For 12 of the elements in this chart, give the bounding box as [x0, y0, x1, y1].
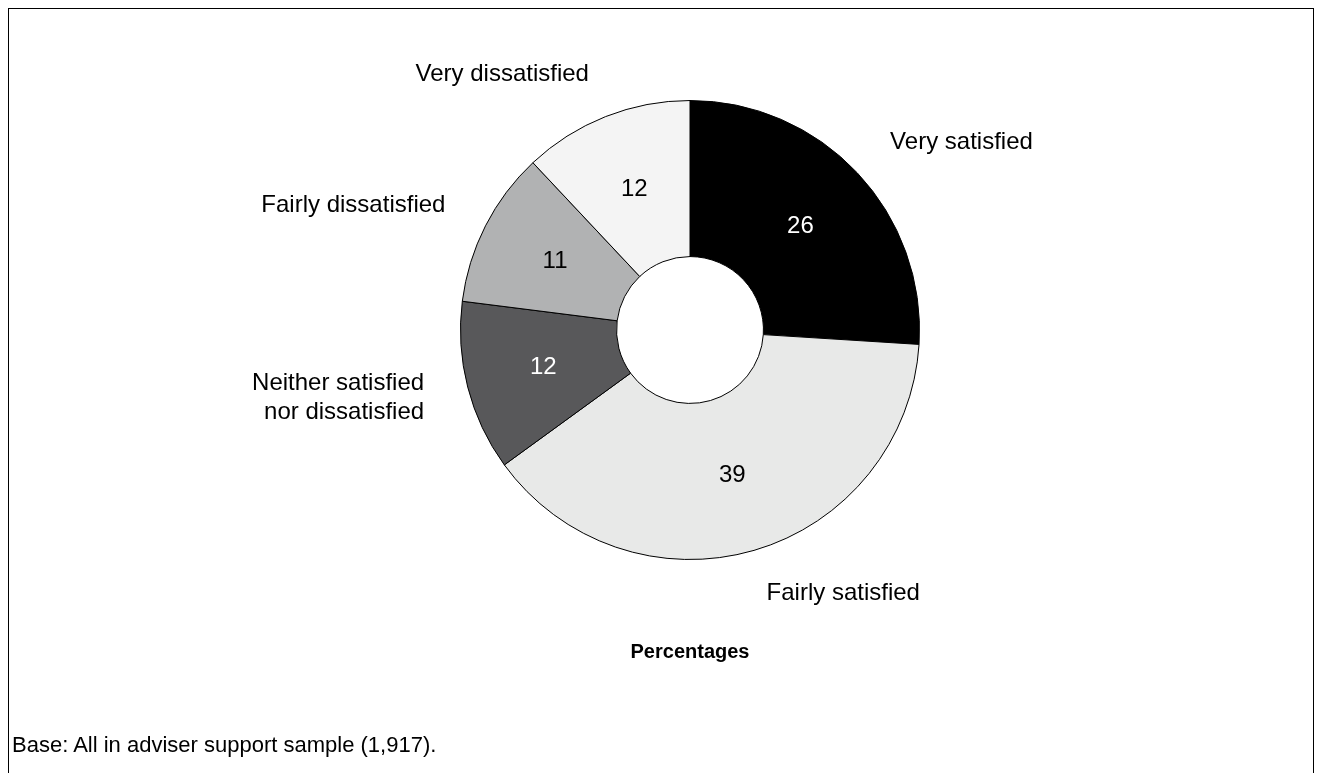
slice-label: Fairly dissatisfied — [261, 190, 446, 217]
data-label: 12 — [620, 173, 648, 201]
slice-label: Very dissatisfied — [415, 59, 589, 87]
text: Base: All in adviser support sample (1,917). — [12, 732, 437, 758]
data-label: 12 — [529, 352, 557, 380]
data-label: 11 — [542, 245, 568, 273]
slice-label: Neither satisfied nor dissatisfied — [252, 368, 425, 425]
slice-label: Very satisfied — [890, 126, 1033, 154]
data-label: 26 — [787, 210, 814, 238]
text: Percentages — [630, 639, 750, 662]
slice-label: Fairly satisfied — [766, 578, 920, 606]
data-label: 39 — [718, 460, 746, 488]
